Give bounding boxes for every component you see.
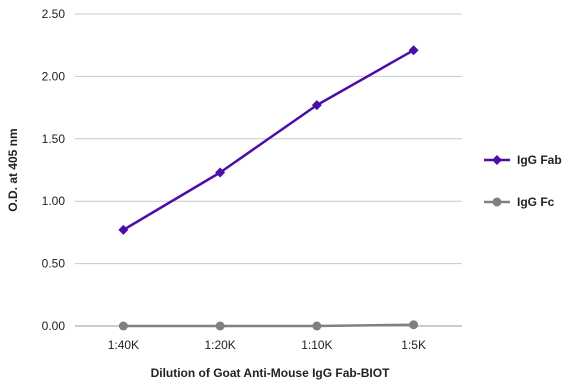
y-tick-label: 2.50 [42, 7, 66, 21]
data-point-igg-fab [408, 45, 419, 56]
y-tick-label: 0.00 [42, 319, 66, 333]
legend: IgG Fab IgG Fc [484, 153, 562, 209]
legend-label-igg-fc: IgG Fc [517, 195, 555, 209]
data-point-igg-fc [409, 320, 419, 330]
legend-label-igg-fab: IgG Fab [517, 153, 562, 167]
data-point-igg-fc [215, 321, 225, 331]
x-axis-ticks: 1:40K 1:20K 1:10K 1:5K [108, 338, 426, 352]
x-tick-label: 1:20K [204, 338, 235, 352]
legend-marker-igg-fc [492, 197, 502, 207]
data-point-igg-fc [312, 321, 322, 331]
y-axis-title: O.D. at 405 nm [6, 128, 20, 211]
data-point-igg-fc [118, 321, 128, 331]
series-line-igg-fc [123, 323, 414, 328]
series-line-igg-fab [122, 49, 415, 231]
legend-marker-igg-fab [492, 155, 502, 165]
x-tick-label: 1:5K [401, 338, 426, 352]
x-axis-title: Dilution of Goat Anti-Mouse IgG Fab-BIOT [151, 366, 391, 380]
series-group [118, 45, 419, 331]
data-point-igg-fab [118, 224, 129, 235]
y-tick-label: 1.00 [42, 194, 66, 208]
data-point-igg-fab [311, 100, 322, 111]
x-tick-label: 1:10K [301, 338, 332, 352]
y-tick-label: 2.00 [42, 69, 66, 83]
data-point-igg-fab [215, 167, 226, 178]
y-tick-label: 0.50 [42, 257, 66, 271]
y-tick-label: 1.50 [42, 132, 66, 146]
gridlines [75, 13, 462, 327]
y-axis-ticks: 0.00 0.50 1.00 1.50 2.00 2.50 [42, 7, 66, 333]
x-tick-label: 1:40K [108, 338, 139, 352]
